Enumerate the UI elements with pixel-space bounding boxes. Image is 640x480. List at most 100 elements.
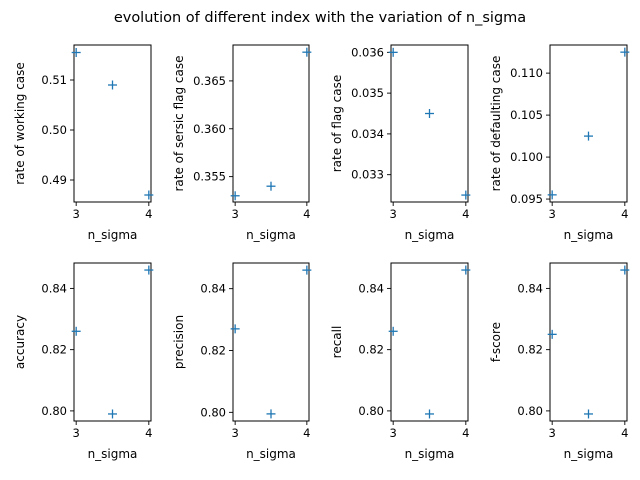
subplot-6: 3 4 0.80 0.82 0.84 n_sigma precision: [172, 262, 312, 461]
data-point: [302, 47, 312, 57]
plot-frame: [73, 262, 152, 422]
y-axis-label: f-score: [489, 322, 503, 362]
subplot-8: 3 4 0.80 0.82 0.84 n_sigma f-score: [489, 262, 630, 461]
plot-frame: [73, 44, 152, 203]
data-point: [71, 326, 81, 336]
x-axis-label: n_sigma: [246, 228, 296, 242]
x-axis-label: n_sigma: [405, 228, 455, 242]
y-axis-label: rate of working case: [13, 62, 27, 185]
y-tick-label: 0.84: [200, 282, 226, 296]
data-point: [461, 265, 471, 275]
y-tick-label: 0.84: [517, 281, 543, 295]
y-tick-label: 0.51: [41, 73, 67, 87]
y-tick-label: 0.355: [193, 170, 226, 184]
y-tick-label: 0.360: [193, 122, 226, 136]
y-tick-label: 0.110: [510, 66, 543, 80]
data-point: [108, 409, 117, 419]
y-tick-label: 0.82: [41, 343, 67, 357]
y-axis-label: precision: [172, 315, 186, 369]
data-point: [547, 190, 557, 200]
data-point: [584, 131, 593, 141]
x-tick-label: 4: [145, 426, 152, 440]
y-axis-label: rate of defaulting case: [489, 56, 503, 192]
subplot-1: 3 4 0.49 0.50 0.51 n_sigma rate of working cas…: [13, 44, 154, 242]
y-tick-label: 0.80: [41, 404, 67, 418]
data-point: [302, 265, 312, 275]
x-tick-label: 3: [549, 426, 556, 440]
plot-frame: [232, 262, 310, 422]
subplot-5: 3 4 0.80 0.82 0.84 n_sigma accuracy: [13, 262, 154, 461]
x-axis-label: n_sigma: [246, 447, 296, 461]
data-point: [108, 80, 117, 90]
y-tick-label: 0.84: [41, 281, 67, 295]
data-point: [461, 190, 471, 200]
subplot-4: 3 4 0.095 0.100 0.105 0.110 n_sigma rate of def…: [489, 44, 630, 242]
plot-frame: [232, 44, 310, 203]
x-tick-label: 4: [303, 207, 310, 221]
x-axis-label: n_sigma: [88, 228, 138, 242]
data-point: [425, 109, 434, 119]
x-tick-label: 3: [390, 426, 397, 440]
data-point: [425, 409, 434, 419]
plot-frame: [390, 44, 469, 203]
data-point: [547, 329, 557, 339]
y-axis-label: rate of flag case: [330, 75, 344, 173]
y-tick-label: 0.033: [351, 168, 384, 182]
y-tick-label: 0.095: [510, 192, 543, 206]
data-point: [230, 191, 240, 201]
y-tick-label: 0.49: [41, 173, 67, 187]
data-point: [266, 409, 276, 419]
subplot-7: 3 4 0.80 0.82 0.84 n_sigma recall: [330, 262, 471, 461]
y-tick-label: 0.80: [200, 405, 226, 419]
x-axis-label: n_sigma: [564, 228, 614, 242]
plot-frame: [549, 44, 628, 203]
y-tick-label: 0.84: [358, 281, 384, 295]
y-tick-label: 0.105: [510, 108, 543, 122]
y-tick-label: 0.035: [351, 86, 384, 100]
data-point: [620, 47, 630, 57]
data-point: [388, 47, 398, 57]
x-axis-label: n_sigma: [405, 447, 455, 461]
x-tick-label: 4: [145, 207, 152, 221]
plot-frame: [549, 262, 628, 422]
y-tick-label: 0.365: [193, 74, 226, 88]
y-tick-label: 0.82: [517, 343, 543, 357]
data-point: [144, 265, 154, 275]
y-axis-label: recall: [330, 326, 344, 359]
data-point: [230, 324, 240, 334]
x-tick-label: 4: [462, 426, 469, 440]
x-tick-label: 3: [73, 207, 80, 221]
x-axis-label: n_sigma: [564, 447, 614, 461]
x-tick-label: 3: [549, 207, 556, 221]
data-point: [584, 409, 593, 419]
x-tick-label: 4: [462, 207, 469, 221]
y-tick-label: 0.50: [41, 123, 67, 137]
y-tick-label: 0.100: [510, 150, 543, 164]
figure-suptitle: evolution of different index with the va…: [114, 10, 526, 26]
y-axis-label: rate of sersic flag case: [172, 55, 186, 191]
y-tick-label: 0.80: [358, 404, 384, 418]
y-tick-label: 0.034: [351, 127, 384, 141]
x-tick-label: 4: [303, 426, 310, 440]
data-point: [620, 265, 630, 275]
x-tick-label: 3: [231, 207, 238, 221]
plot-frame: [390, 262, 469, 422]
data-point: [266, 181, 276, 191]
x-tick-label: 3: [390, 207, 397, 221]
data-point: [144, 190, 154, 200]
data-point: [71, 48, 81, 57]
subplot-2: 3 4 0.355 0.360 0.365 n_sigma rate of sersic f…: [172, 44, 312, 242]
data-point: [388, 326, 398, 336]
y-axis-label: accuracy: [13, 315, 27, 369]
x-tick-label: 4: [621, 426, 628, 440]
x-axis-label: n_sigma: [88, 447, 138, 461]
y-tick-label: 0.82: [200, 344, 226, 358]
x-tick-label: 3: [73, 426, 80, 440]
y-tick-label: 0.80: [517, 404, 543, 418]
y-tick-label: 0.036: [351, 45, 384, 59]
x-tick-label: 4: [621, 207, 628, 221]
x-tick-label: 3: [231, 426, 238, 440]
subplot-grid: 3 4 0.49 0.50 0.51 n_sigma rate of working cas…: [13, 44, 630, 461]
subplot-3: 3 4 0.033 0.034 0.035 0.036 n_sigma rate of fla…: [330, 44, 471, 242]
